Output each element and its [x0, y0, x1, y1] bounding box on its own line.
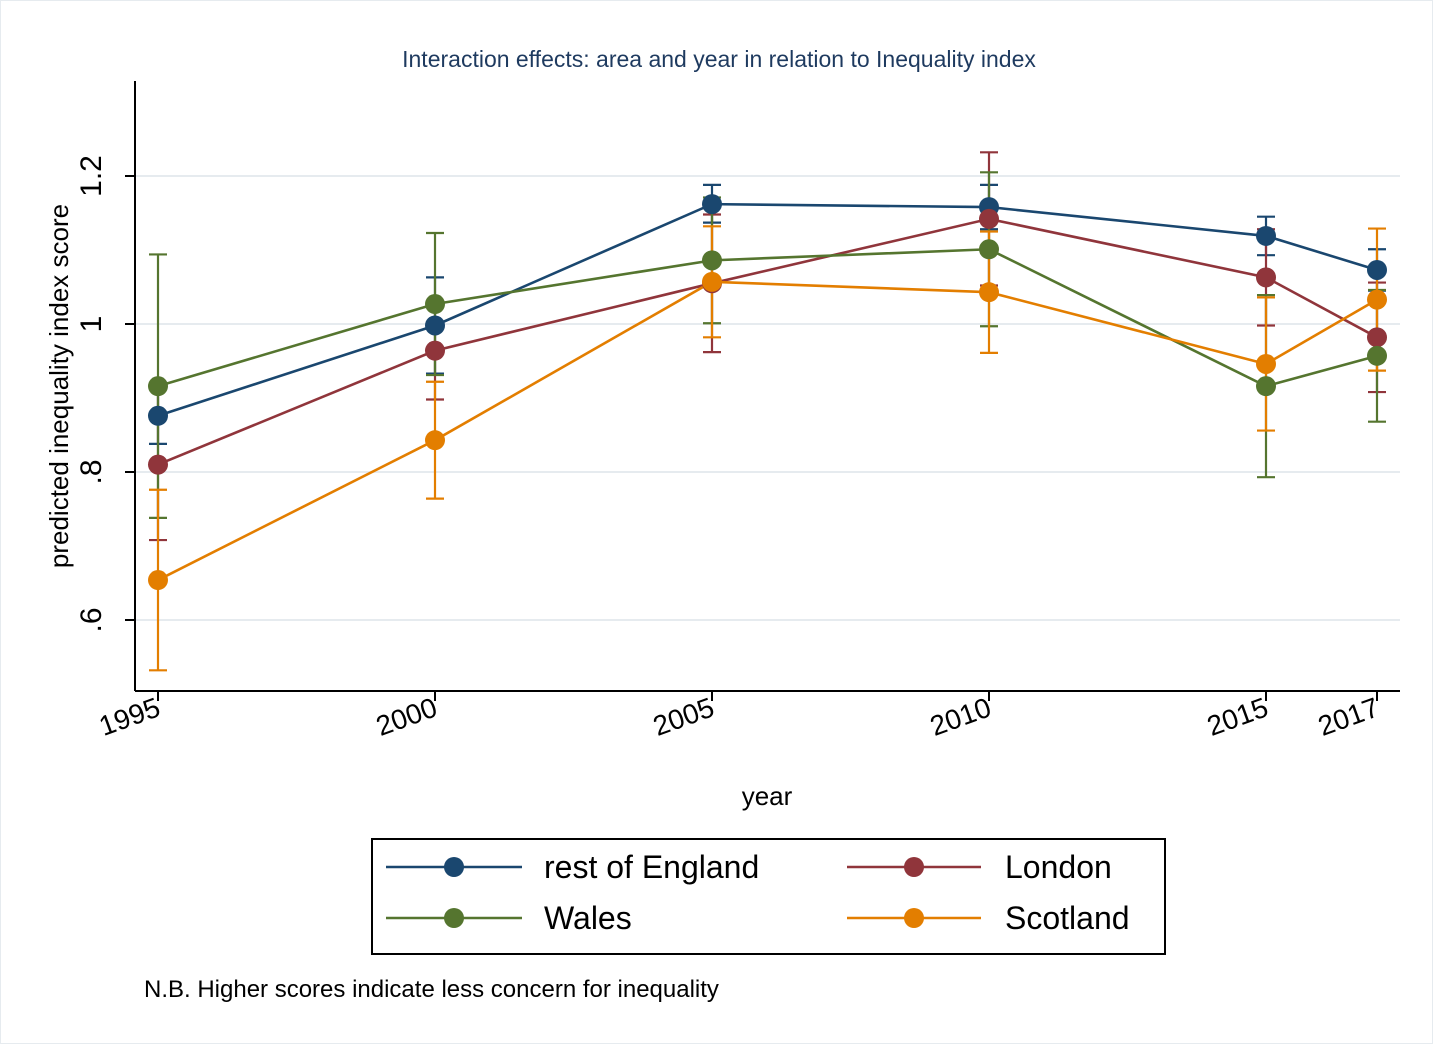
y-tick-label: .6 — [75, 607, 108, 632]
legend-label-rest-of-england: rest of England — [544, 849, 759, 885]
data-point-scotland — [425, 430, 445, 451]
legend-marker-scotland — [904, 908, 924, 928]
y-axis-ticks: .6 .8 1 1.2 — [75, 155, 135, 633]
data-point-london — [425, 340, 445, 361]
data-point-london — [1367, 327, 1387, 348]
series-markers — [148, 194, 1387, 591]
data-point-london — [148, 454, 168, 475]
data-point-scotland — [702, 271, 722, 292]
x-tick-label: 2000 — [372, 692, 441, 742]
legend-label-scotland: Scotland — [1005, 900, 1130, 936]
data-point-wales — [702, 250, 722, 271]
series-line-rest-of-england — [157, 202, 1378, 417]
legend-label-london: London — [1005, 849, 1112, 885]
data-point-wales — [1256, 376, 1276, 397]
data-point-wales — [1367, 345, 1387, 366]
legend-box — [371, 838, 1166, 955]
data-point-wales — [425, 294, 445, 315]
chart-title: Interaction effects: area and year in re… — [402, 46, 1036, 72]
data-point-scotland — [148, 570, 168, 591]
series-lines — [157, 202, 1378, 582]
data-point-rest-of-england — [1256, 225, 1276, 246]
y-tick-label: .8 — [75, 459, 108, 484]
data-point-rest-of-england — [425, 315, 445, 336]
legend-marker-rest-of-england — [444, 857, 464, 877]
x-axis-ticks: 1995 2000 2005 2010 2015 2017 — [95, 691, 1383, 742]
x-tick-label: 2015 — [1203, 692, 1272, 742]
x-axis-title: year — [742, 781, 793, 811]
series-line-wales — [157, 247, 1378, 388]
series-line-scotland — [157, 280, 1378, 582]
data-point-wales — [148, 376, 168, 397]
x-tick-label: 1995 — [95, 692, 164, 742]
data-point-scotland — [979, 282, 999, 303]
grid-lines — [135, 175, 1400, 621]
x-tick-label: 2017 — [1314, 692, 1383, 742]
x-tick-label: 2010 — [926, 692, 995, 742]
data-point-rest-of-england — [1367, 259, 1387, 280]
data-point-rest-of-england — [702, 194, 722, 215]
y-axis-title: predicted inequality index score — [44, 204, 74, 568]
series-line-london — [157, 217, 1378, 466]
data-point-wales — [979, 239, 999, 260]
y-tick-label: 1.2 — [75, 155, 108, 197]
data-point-london — [1256, 267, 1276, 288]
legend-marker-london — [904, 857, 924, 877]
y-tick-label: 1 — [75, 316, 108, 333]
x-tick-label: 2005 — [649, 692, 718, 742]
data-point-scotland — [1256, 353, 1276, 374]
data-point-rest-of-england — [148, 405, 168, 426]
data-point-scotland — [1367, 289, 1387, 310]
legend-label-wales: Wales — [544, 900, 632, 936]
legend-marker-wales — [444, 908, 464, 928]
chart-note: N.B. Higher scores indicate less concern… — [144, 976, 719, 1003]
data-point-london — [979, 208, 999, 229]
legend: rest of England London Wales Scotland — [371, 838, 1166, 955]
